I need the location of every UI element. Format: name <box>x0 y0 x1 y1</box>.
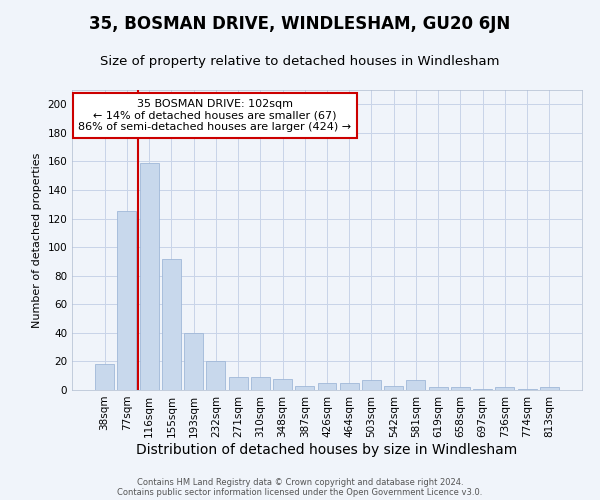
Y-axis label: Number of detached properties: Number of detached properties <box>32 152 42 328</box>
Text: 35, BOSMAN DRIVE, WINDLESHAM, GU20 6JN: 35, BOSMAN DRIVE, WINDLESHAM, GU20 6JN <box>89 15 511 33</box>
Bar <box>362 380 381 390</box>
Bar <box>451 387 470 390</box>
Bar <box>496 387 514 390</box>
Text: 35 BOSMAN DRIVE: 102sqm
← 14% of detached houses are smaller (67)
86% of semi-de: 35 BOSMAN DRIVE: 102sqm ← 14% of detache… <box>78 99 352 132</box>
Bar <box>206 362 225 390</box>
Bar <box>406 380 425 390</box>
Bar <box>95 364 114 390</box>
Bar <box>473 388 492 390</box>
Bar <box>384 386 403 390</box>
Bar <box>429 387 448 390</box>
Bar <box>162 258 181 390</box>
Bar <box>229 377 248 390</box>
Bar <box>118 212 136 390</box>
Bar <box>140 163 158 390</box>
Text: Size of property relative to detached houses in Windlesham: Size of property relative to detached ho… <box>100 55 500 68</box>
X-axis label: Distribution of detached houses by size in Windlesham: Distribution of detached houses by size … <box>136 442 518 456</box>
Bar <box>251 377 270 390</box>
Text: Contains HM Land Registry data © Crown copyright and database right 2024.: Contains HM Land Registry data © Crown c… <box>137 478 463 487</box>
Text: Contains public sector information licensed under the Open Government Licence v3: Contains public sector information licen… <box>118 488 482 497</box>
Bar <box>518 388 536 390</box>
Bar <box>295 386 314 390</box>
Bar <box>184 333 203 390</box>
Bar <box>340 383 359 390</box>
Bar <box>540 387 559 390</box>
Bar <box>273 378 292 390</box>
Bar <box>317 383 337 390</box>
